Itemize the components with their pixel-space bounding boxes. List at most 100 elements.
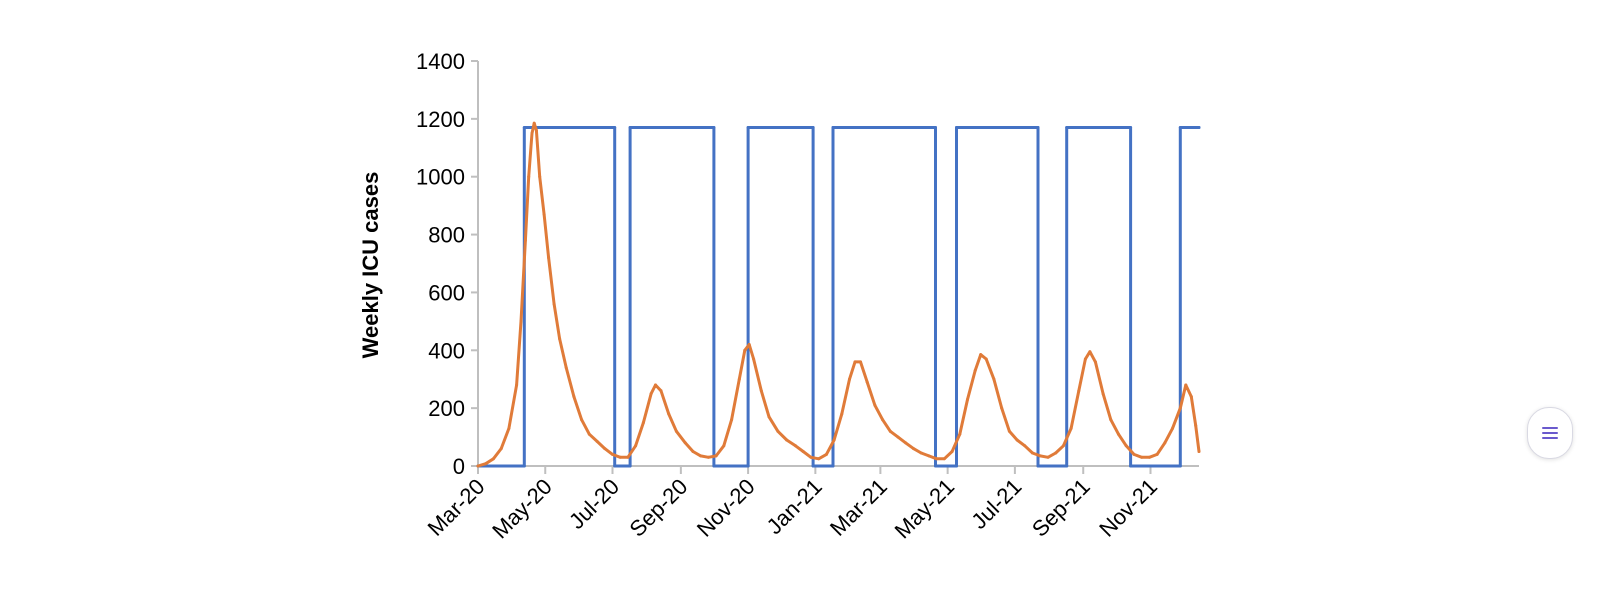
data-point xyxy=(1000,406,1004,410)
data-point xyxy=(1178,464,1182,468)
data-point xyxy=(507,426,511,430)
data-point xyxy=(613,464,617,468)
data-point xyxy=(1140,455,1144,459)
data-point xyxy=(1197,126,1201,129)
data-point xyxy=(654,383,657,387)
data-point xyxy=(934,126,937,129)
data-point xyxy=(641,421,645,425)
data-point xyxy=(824,452,828,456)
data-point xyxy=(950,450,954,453)
data-point xyxy=(628,464,632,468)
data-point xyxy=(958,432,962,436)
y-axis-title: Weekly ICU cases xyxy=(358,172,383,359)
data-point xyxy=(811,464,815,468)
data-point xyxy=(564,366,568,370)
data-point xyxy=(519,319,523,323)
data-point xyxy=(831,126,835,129)
data-point xyxy=(955,126,958,129)
data-point xyxy=(515,383,519,387)
menu-button[interactable] xyxy=(1527,407,1573,459)
x-tick-label: Mar-20 xyxy=(423,474,490,541)
data-point xyxy=(538,175,542,179)
step-series xyxy=(476,126,1201,468)
data-point xyxy=(817,457,821,461)
data-point xyxy=(712,464,716,468)
data-point xyxy=(752,357,756,361)
data-point xyxy=(1046,455,1050,459)
data-point xyxy=(706,455,710,459)
data-point xyxy=(873,403,877,407)
data-point xyxy=(634,444,638,448)
x-tick-label: Sep-20 xyxy=(625,474,693,542)
x-tick-label: Nov-20 xyxy=(692,474,760,542)
data-point xyxy=(759,389,763,393)
data-point xyxy=(942,457,946,461)
data-point xyxy=(491,457,495,461)
data-point xyxy=(1189,395,1193,399)
x-tick-label: May-21 xyxy=(890,474,960,544)
data-point xyxy=(853,360,857,364)
data-point xyxy=(881,418,885,422)
data-point xyxy=(484,462,488,466)
data-point xyxy=(966,398,969,401)
data-point xyxy=(580,418,584,422)
data-point xyxy=(572,395,576,399)
data-point xyxy=(984,357,988,361)
data-point xyxy=(859,360,862,364)
data-point xyxy=(674,429,678,433)
data-point xyxy=(534,128,538,132)
data-point xyxy=(1054,451,1058,455)
data-point xyxy=(927,454,931,458)
data-point xyxy=(904,441,908,445)
data-point xyxy=(747,343,751,346)
data-point xyxy=(542,212,546,216)
data-point xyxy=(888,429,892,433)
data-point xyxy=(935,457,939,461)
data-point xyxy=(811,126,815,129)
data-point xyxy=(1077,389,1081,393)
x-tick-label: Jan-21 xyxy=(762,474,827,539)
data-point xyxy=(1065,464,1069,468)
data-point xyxy=(919,451,923,455)
data-point xyxy=(1007,429,1011,433)
data-point xyxy=(1129,464,1133,468)
data-point xyxy=(691,450,695,453)
data-point xyxy=(973,369,977,372)
data-point xyxy=(587,432,591,436)
data-point xyxy=(552,302,556,306)
y-tick-label: 0 xyxy=(453,454,465,479)
series-layer xyxy=(476,121,1201,468)
data-point xyxy=(992,377,996,381)
data-point xyxy=(1129,126,1133,129)
y-tick-label: 200 xyxy=(428,396,465,421)
data-point xyxy=(547,256,551,260)
icu-cases-line xyxy=(476,121,1201,468)
data-point xyxy=(1155,452,1159,456)
data-point xyxy=(848,377,851,381)
data-point xyxy=(1178,406,1182,410)
data-point xyxy=(979,353,983,357)
data-point xyxy=(522,126,526,129)
data-point xyxy=(476,464,480,468)
data-point xyxy=(667,412,671,416)
data-point xyxy=(532,121,536,125)
data-point xyxy=(896,435,900,439)
data-point xyxy=(522,464,526,468)
data-point xyxy=(934,464,937,468)
data-point xyxy=(1184,383,1188,387)
data-point xyxy=(527,175,531,179)
data-point xyxy=(912,447,915,451)
data-point xyxy=(722,444,726,448)
data-point xyxy=(712,126,716,129)
y-tick-label: 600 xyxy=(428,280,465,305)
x-tick-label: Jul-20 xyxy=(564,474,624,534)
y-axis-ticks: 0 200 400 600 800 1000 1200 1400 xyxy=(416,49,478,479)
y-tick-label: 800 xyxy=(428,223,465,248)
data-point xyxy=(1065,126,1069,129)
icu-cases-series xyxy=(476,121,1201,468)
data-point xyxy=(1147,455,1151,459)
data-point xyxy=(767,415,771,419)
